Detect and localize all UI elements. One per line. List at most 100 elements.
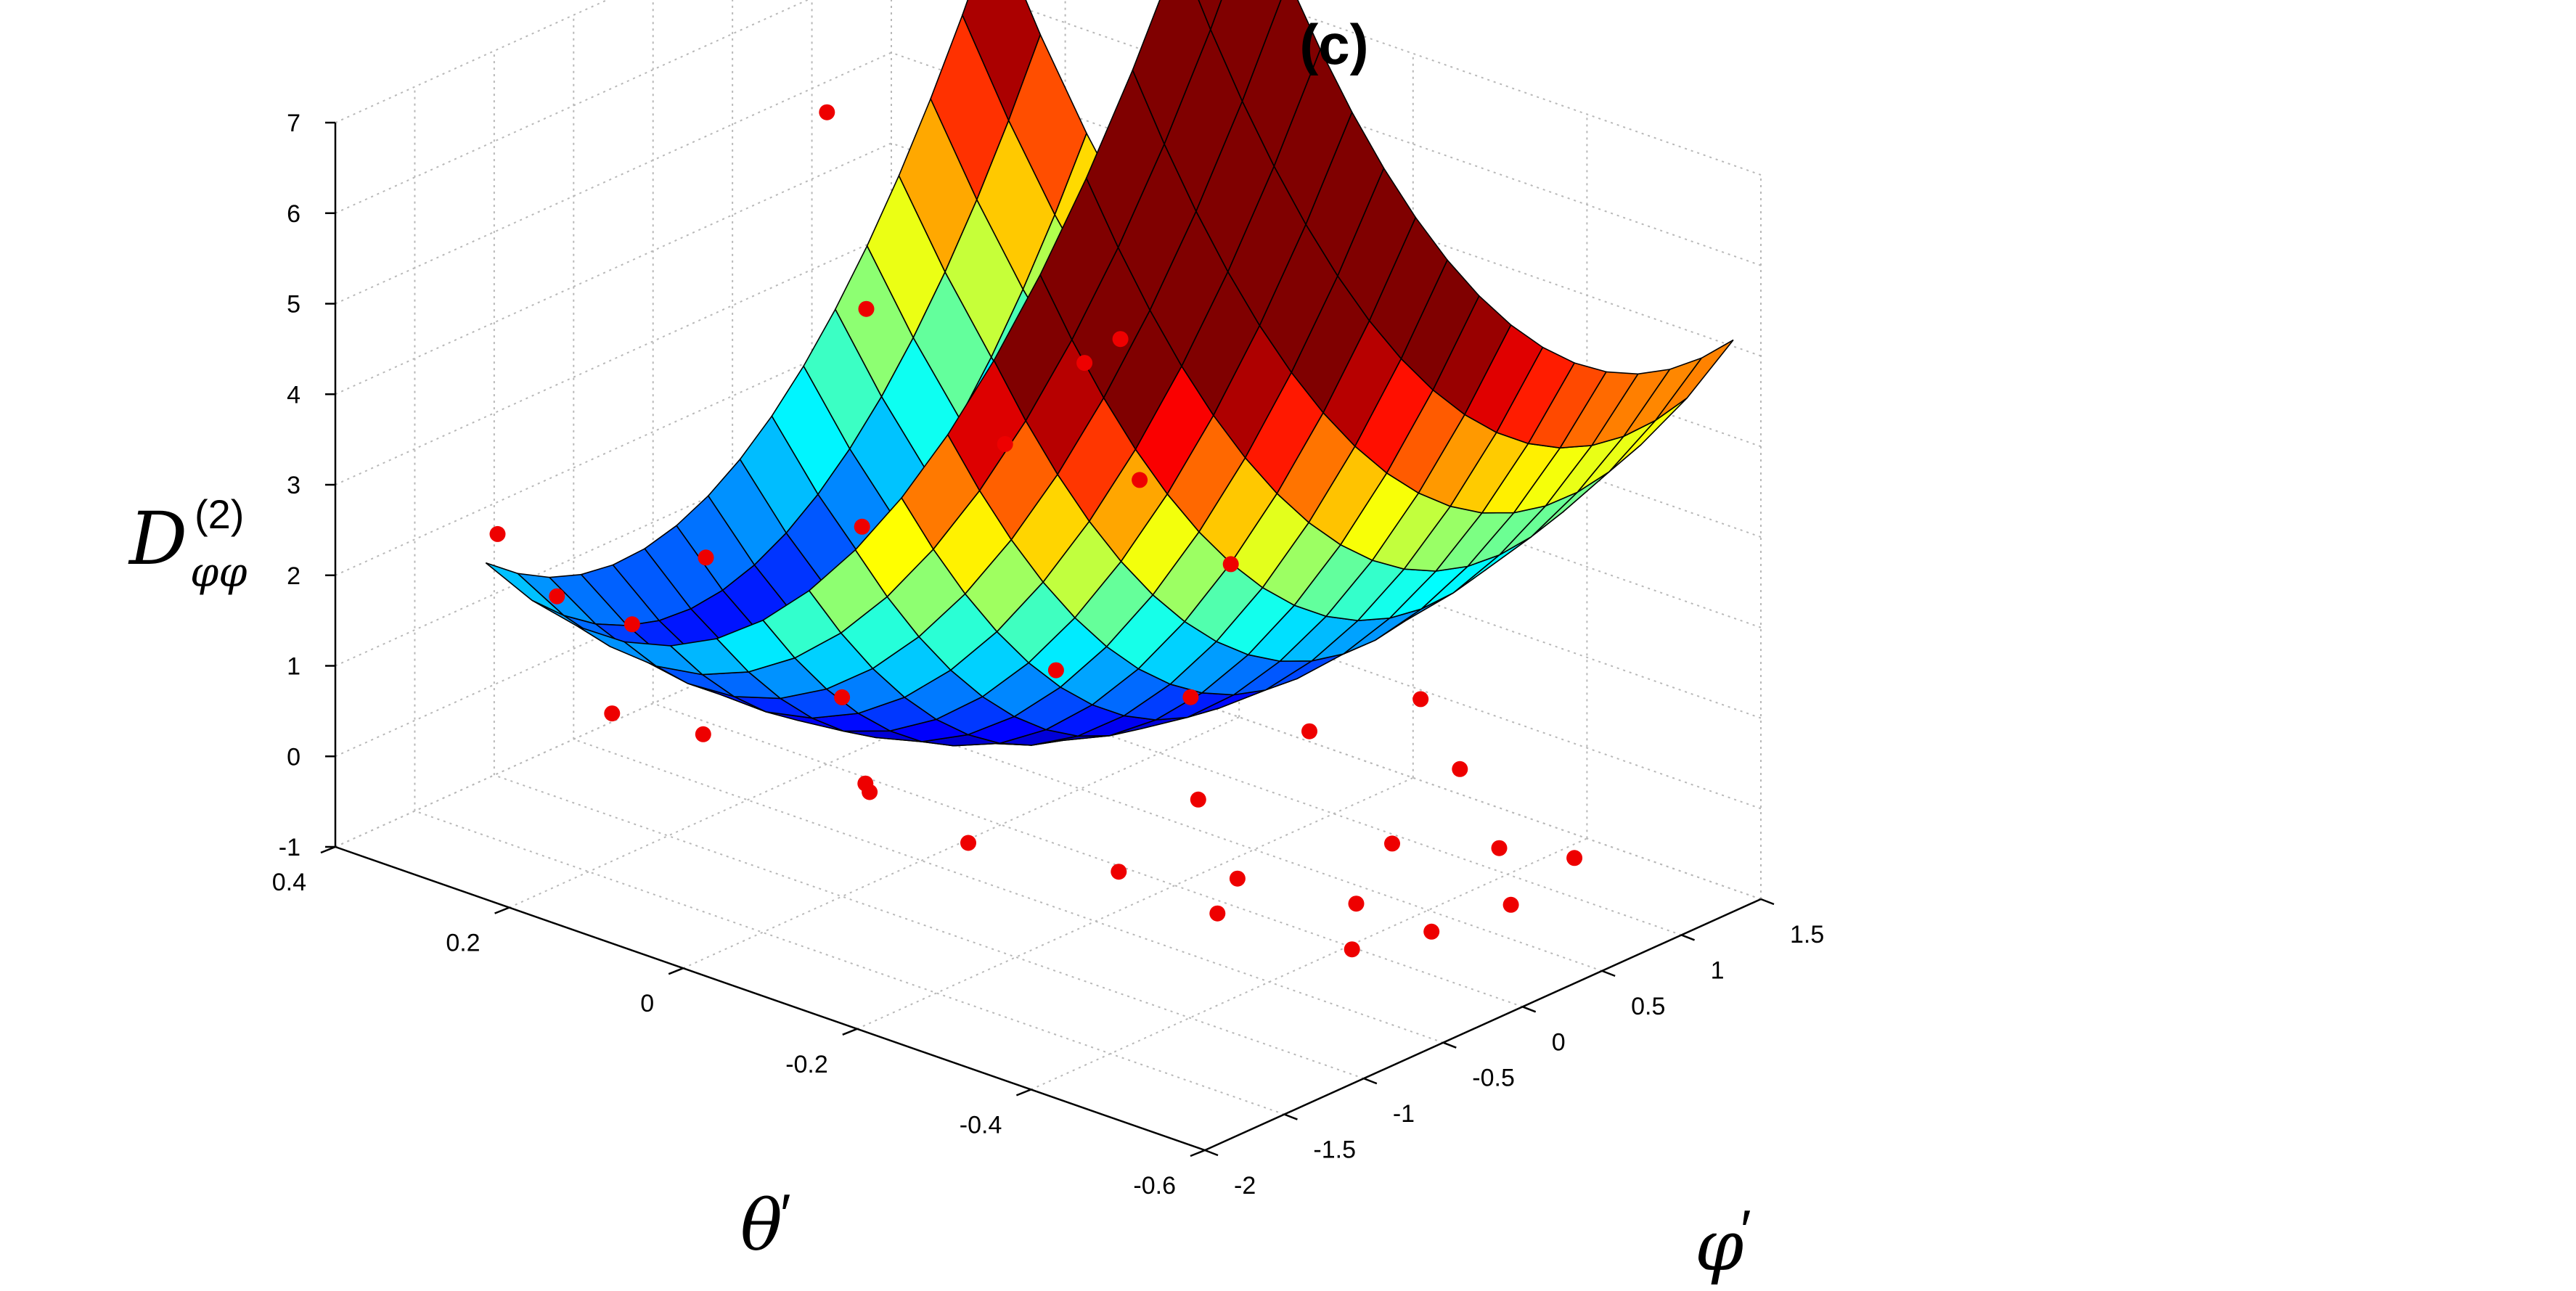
- surface-mesh: [485, 0, 1734, 747]
- scatter-point: [623, 616, 640, 633]
- x-tick-label: 0.5: [1631, 993, 1665, 1020]
- scatter-point: [1076, 355, 1093, 372]
- x-tick-mark: [1760, 898, 1775, 906]
- scatter-point: [819, 104, 835, 120]
- z-tick-label: 4: [287, 381, 300, 409]
- x-tick-label: -0.5: [1472, 1065, 1515, 1092]
- x-tick-label: 0: [1552, 1028, 1566, 1056]
- x-tick-label: -1: [1393, 1100, 1415, 1128]
- x-tick-mark: [1522, 1006, 1537, 1013]
- scatter-point: [1190, 791, 1206, 808]
- z-tick-label: 7: [287, 110, 300, 137]
- y-tick-label: 0.4: [272, 869, 306, 896]
- z-tick-label: 1: [287, 653, 300, 681]
- y-axis-label: θ ′: [740, 1182, 791, 1266]
- x-tick-mark: [1681, 934, 1696, 941]
- y-tick-label: -0.6: [1133, 1172, 1176, 1200]
- chart-title: (c): [1299, 12, 1368, 76]
- scatter-point: [1209, 905, 1226, 922]
- scatter-point: [834, 689, 851, 705]
- z-axis-label: D (2) φφ: [128, 491, 247, 597]
- scatter-point: [960, 835, 976, 851]
- x-tick-label: 1.5: [1790, 921, 1824, 948]
- z-tick-label: 0: [287, 743, 300, 771]
- scatter-point: [858, 300, 875, 317]
- y-axis-line: [335, 845, 1206, 1152]
- surface-patch: [1198, 0, 1222, 31]
- scatter-point: [1566, 850, 1583, 866]
- y-label-main: θ: [740, 1185, 782, 1266]
- grid-line: [335, 52, 892, 305]
- z-tick-label: 5: [287, 291, 300, 319]
- x-tick-mark: [1204, 1149, 1219, 1157]
- y-tick-label: -0.4: [960, 1111, 1002, 1139]
- scatter-point: [1301, 723, 1317, 739]
- scatter-point: [1111, 864, 1127, 880]
- y-tick-mark: [668, 967, 684, 975]
- scatter-point: [604, 705, 621, 722]
- z-tick-label: 2: [287, 562, 300, 590]
- grid-line: [494, 774, 1365, 1080]
- scatter-point: [1112, 331, 1129, 348]
- scatter-point: [1132, 472, 1148, 488]
- y-tick-label: -0.2: [785, 1051, 828, 1078]
- scatter-point: [1412, 691, 1429, 708]
- scatter-point: [854, 518, 870, 535]
- y-tick-mark: [494, 906, 510, 914]
- grid-line: [573, 738, 1444, 1044]
- grid-line: [856, 776, 1414, 1030]
- y-tick-mark: [1015, 1089, 1031, 1097]
- x-tick-mark: [1601, 970, 1616, 978]
- scatter-point: [1229, 870, 1246, 887]
- z-label-main: D: [128, 496, 187, 581]
- z-tick-label: 6: [287, 200, 300, 228]
- y-tick-mark: [320, 845, 336, 854]
- x-tick-label: 1: [1711, 956, 1725, 984]
- y-tick-label: 0.2: [446, 930, 480, 957]
- x-axis-label: φ ′: [1695, 1198, 1751, 1287]
- x-tick-label: -2: [1234, 1172, 1256, 1200]
- scatter-point: [695, 726, 711, 742]
- surface-patch: [1209, 0, 1282, 103]
- x-tick-label: -1.5: [1313, 1136, 1356, 1164]
- z-label-sub: φφ: [190, 549, 247, 597]
- grid-line: [335, 142, 892, 396]
- z-tick-label: 3: [287, 472, 300, 499]
- scatter-point: [698, 549, 714, 566]
- y-tick-mark: [1190, 1149, 1206, 1157]
- x-axis-line: [1204, 898, 1762, 1152]
- scatter-point: [549, 588, 565, 604]
- scatter-point: [1423, 923, 1440, 940]
- axis-lines: [320, 121, 1775, 1157]
- scatter-points: [489, 104, 1583, 958]
- scatter-point: [1047, 662, 1064, 679]
- y-label-prime: ′: [780, 1182, 791, 1246]
- tick-labels: -1 0 1 2 3 4 5 6 7 -2 -1.5 -1 -0.5 0 0.5 1 1.5 -0.6 -0.4 -0…: [272, 110, 1825, 1200]
- grid-line: [335, 0, 809, 214]
- scatter-point: [997, 435, 1013, 452]
- scatter-point: [1182, 689, 1199, 705]
- x-label-main: φ: [1695, 1205, 1743, 1287]
- x-label-prime: ′: [1741, 1198, 1751, 1262]
- grid-line: [414, 810, 1285, 1115]
- x-tick-mark: [1283, 1113, 1298, 1120]
- scatter-point: [862, 784, 878, 800]
- scatter-point: [1222, 556, 1239, 573]
- x-tick-mark: [1442, 1041, 1457, 1049]
- scatter-point: [1344, 941, 1360, 958]
- grid-line: [335, 0, 609, 123]
- x-tick-mark: [1363, 1077, 1378, 1085]
- y-tick-label: 0: [640, 990, 654, 1017]
- z-label-super: (2): [195, 491, 244, 537]
- scatter-point: [489, 525, 506, 542]
- scatter-point: [1491, 840, 1508, 856]
- grid-line: [653, 702, 1524, 1008]
- scatter-point: [1502, 896, 1519, 913]
- scatter-point: [1452, 761, 1468, 777]
- y-tick-mark: [842, 1028, 858, 1036]
- scatter-point: [1348, 895, 1365, 912]
- scatter-point: [1384, 835, 1400, 852]
- z-tick-label: -1: [279, 834, 300, 861]
